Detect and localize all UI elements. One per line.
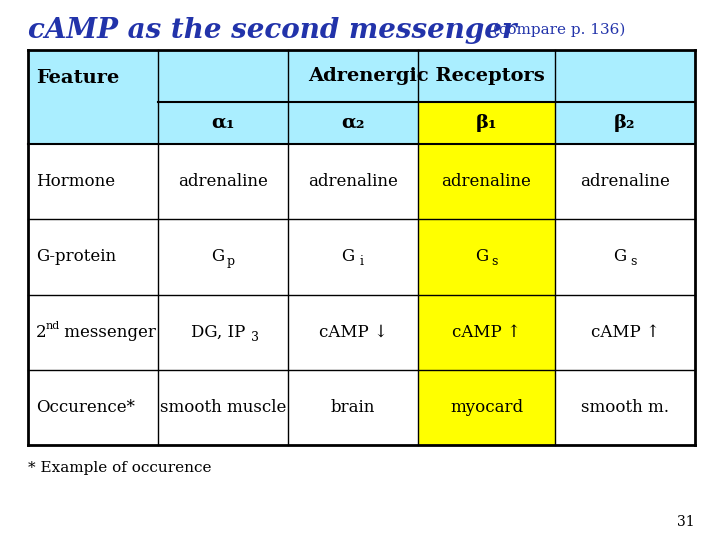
Text: G: G bbox=[613, 248, 626, 265]
Text: 31: 31 bbox=[678, 515, 695, 529]
Text: Feature: Feature bbox=[36, 69, 120, 87]
Text: smooth muscle: smooth muscle bbox=[160, 399, 287, 416]
Text: β₁: β₁ bbox=[476, 114, 498, 132]
Text: adrenaline: adrenaline bbox=[178, 173, 268, 190]
Text: brain: brain bbox=[331, 399, 375, 416]
Text: adrenaline: adrenaline bbox=[308, 173, 398, 190]
Bar bbox=[418, 144, 555, 445]
Text: cAMP ↓: cAMP ↓ bbox=[319, 323, 387, 341]
Text: Occurence*: Occurence* bbox=[36, 399, 135, 416]
Text: i: i bbox=[359, 255, 363, 268]
Text: s: s bbox=[630, 255, 636, 268]
Text: DG, IP: DG, IP bbox=[191, 323, 246, 341]
Text: messenger: messenger bbox=[59, 323, 156, 341]
Text: G: G bbox=[212, 248, 225, 265]
Text: 2: 2 bbox=[36, 323, 47, 341]
Text: adrenaline: adrenaline bbox=[441, 173, 531, 190]
Text: cAMP ↑: cAMP ↑ bbox=[452, 323, 521, 341]
Text: cAMP ↑: cAMP ↑ bbox=[590, 323, 660, 341]
Text: β₂: β₂ bbox=[614, 114, 636, 132]
Text: α₂: α₂ bbox=[341, 114, 365, 132]
Text: Hormone: Hormone bbox=[36, 173, 115, 190]
Text: G: G bbox=[475, 248, 488, 265]
Text: α₁: α₁ bbox=[212, 114, 235, 132]
Text: adrenaline: adrenaline bbox=[580, 173, 670, 190]
Text: * Example of occurence: * Example of occurence bbox=[28, 461, 212, 475]
Text: nd: nd bbox=[46, 321, 60, 331]
Text: G-protein: G-protein bbox=[36, 248, 116, 265]
Bar bbox=[28, 50, 695, 144]
Text: G: G bbox=[341, 248, 355, 265]
Text: myocard: myocard bbox=[450, 399, 523, 416]
Text: Adrenergic Receptors: Adrenergic Receptors bbox=[308, 67, 545, 85]
Bar bbox=[418, 102, 555, 144]
Text: (compare p. 136): (compare p. 136) bbox=[488, 23, 626, 37]
Text: p: p bbox=[227, 255, 235, 268]
Text: smooth m.: smooth m. bbox=[581, 399, 669, 416]
Text: cAMP as the second messenger: cAMP as the second messenger bbox=[28, 17, 516, 44]
Text: s: s bbox=[491, 255, 498, 268]
Text: 3: 3 bbox=[251, 330, 259, 343]
